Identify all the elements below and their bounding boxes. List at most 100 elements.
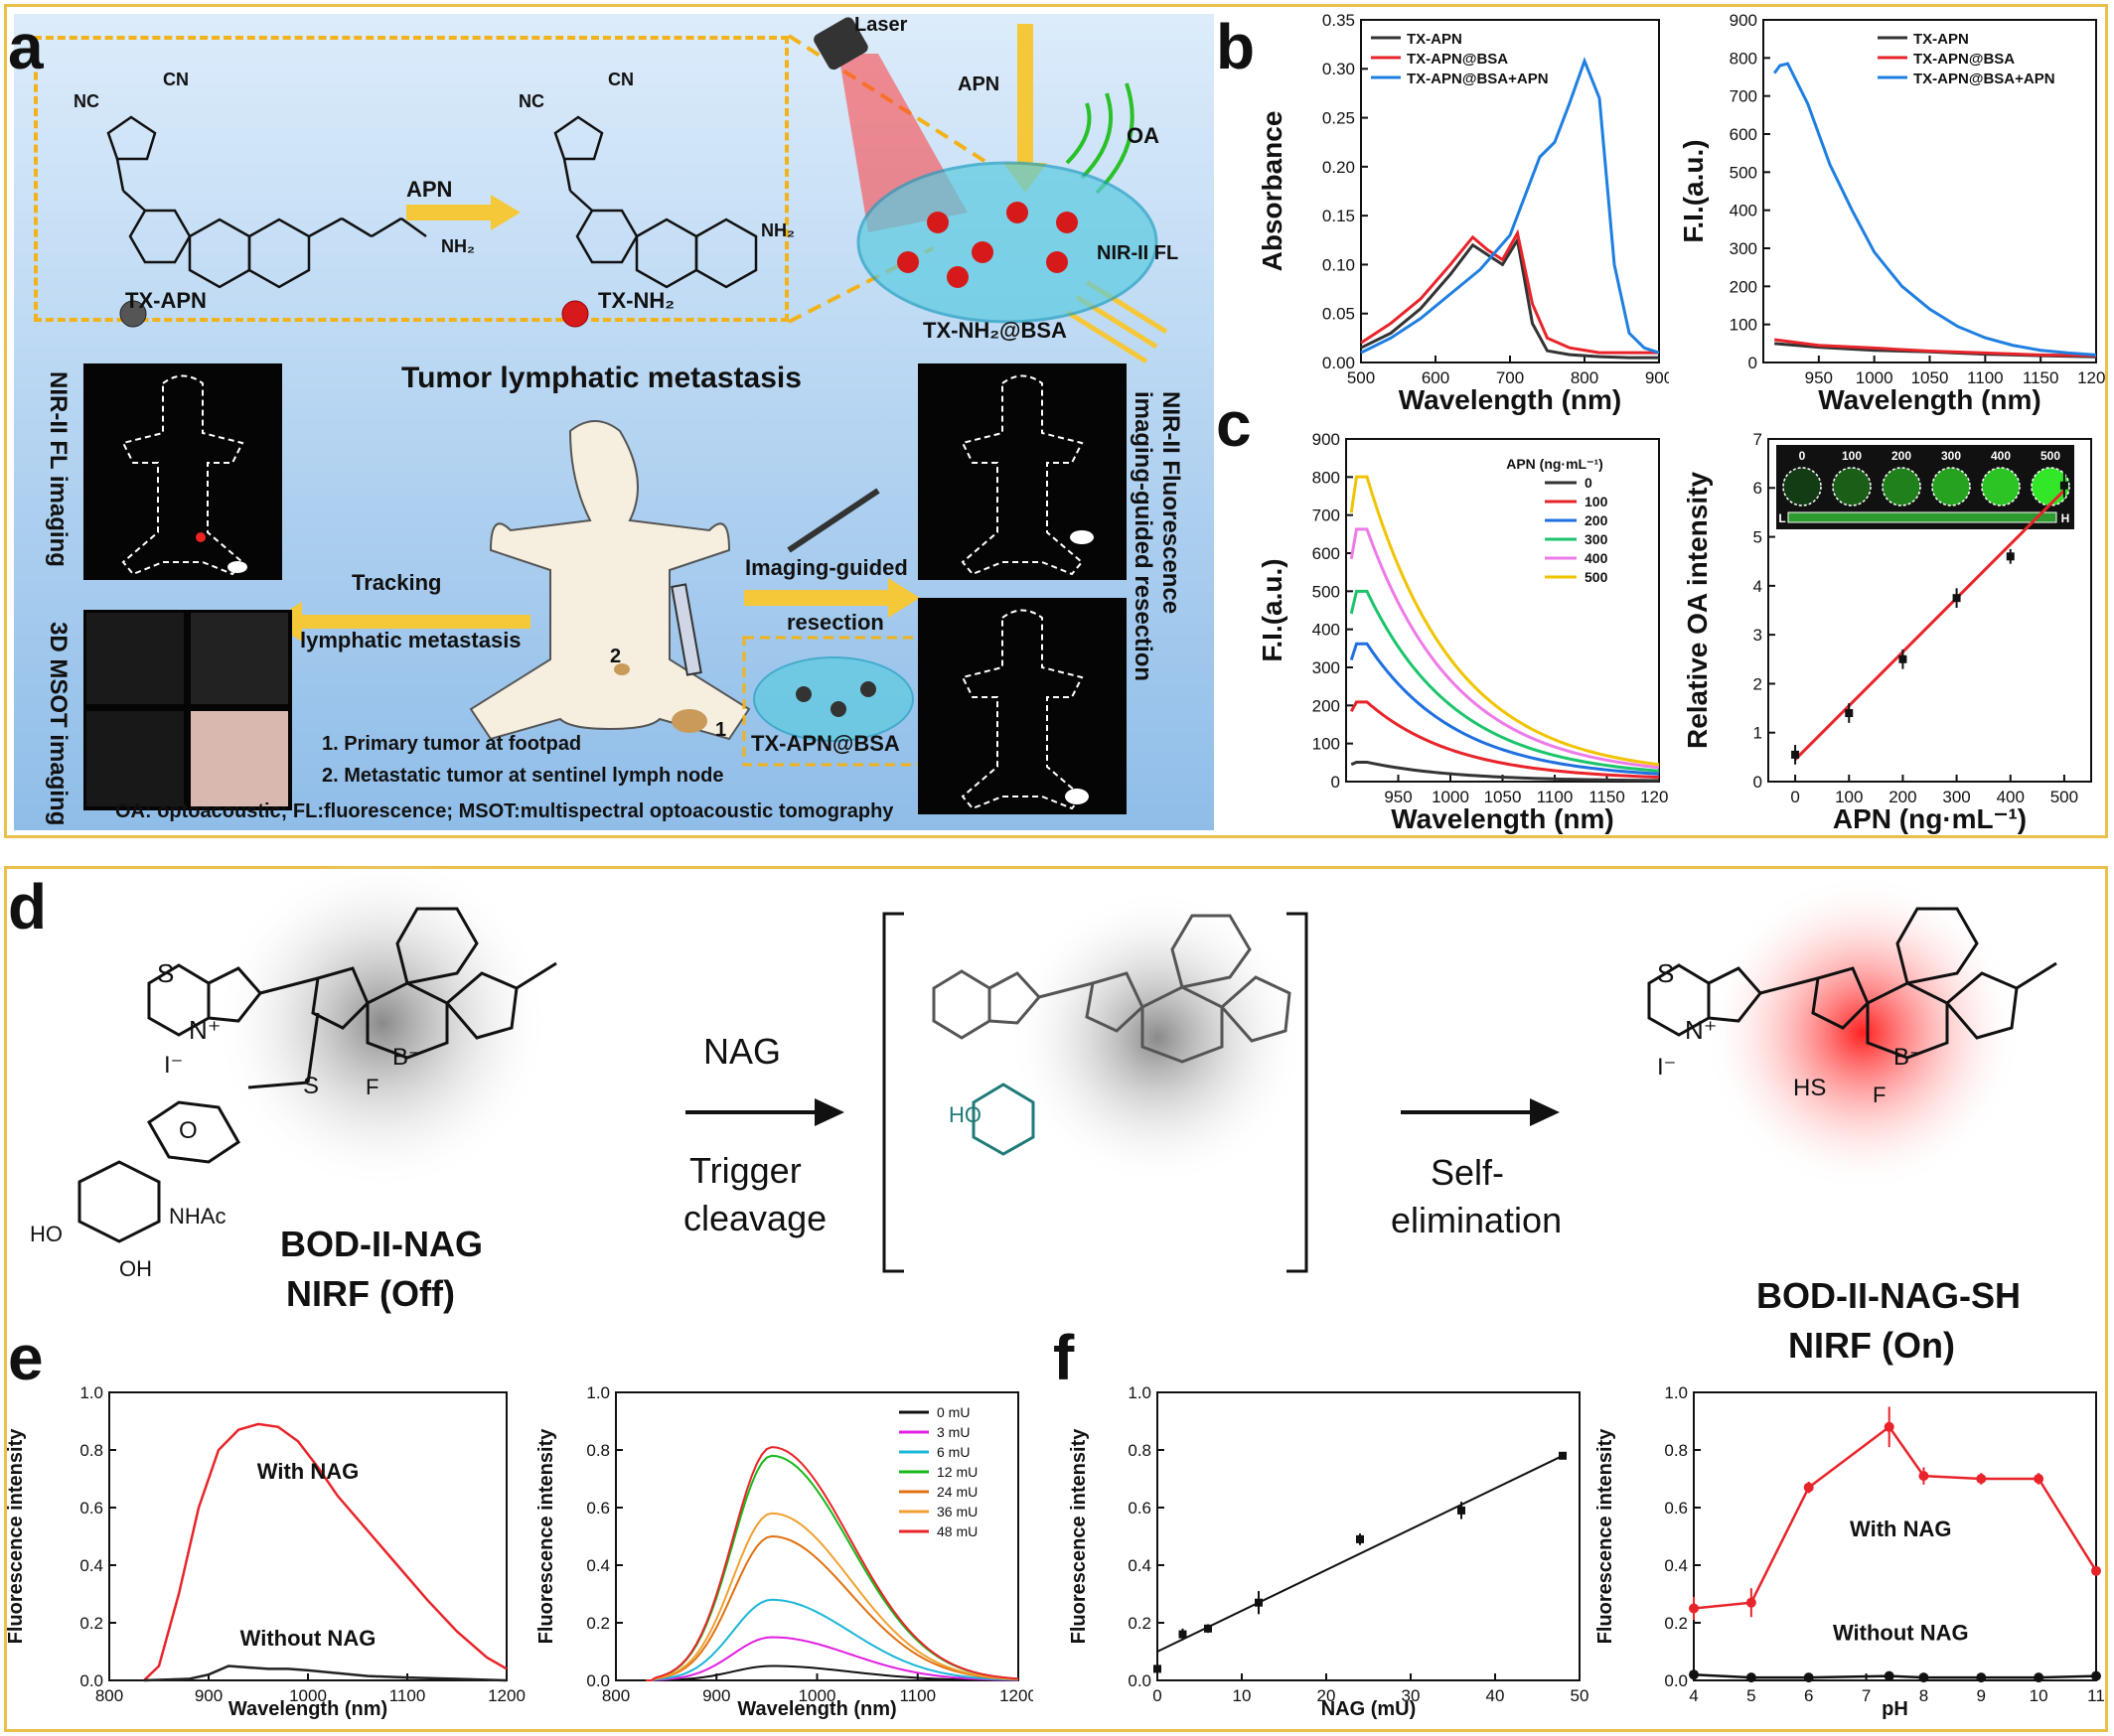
data-point [2034,1474,2044,1484]
y-tick-label: 500 [1730,163,1757,182]
x-tick-label: 1000 [1432,788,1469,806]
y-axis-label: Absorbance [1257,111,1287,272]
plot-frame [1345,438,1660,783]
series-line [1349,589,1660,773]
label-nag-arrow: NAG [703,1031,782,1072]
y-tick-label: 6 [1753,479,1762,498]
atom-i-3: I⁻ [1657,1054,1677,1081]
msot-tile-photo [191,711,288,806]
series-line [1349,475,1660,767]
legend-label: TX-APN@BSA+APN [1913,71,2055,87]
x-tick-label: 500 [2050,788,2078,806]
series-line [1693,1672,2097,1679]
x-tick-label: 950 [1384,788,1412,806]
label-laser: Laser [854,14,908,36]
y-tick-label: 400 [1312,621,1340,640]
chem-nc-2: NC [519,91,544,111]
series-line [143,1422,508,1681]
x-tick-label: 7 [1862,1686,1871,1705]
y-tick-label: 0.10 [1322,255,1355,274]
inset-label: 200 [1891,449,1911,463]
x-axis-label: Wavelength (nm) [228,1698,387,1720]
msot-tile-3 [86,711,184,806]
x-tick-label: 1150 [2023,368,2059,387]
x-tick-label: 600 [1422,368,1449,387]
data-point [1204,1624,1212,1633]
resection-image-1 [918,363,1127,580]
legend-label: 48 mU [937,1523,978,1539]
panel-letter-e: e [8,1322,44,1393]
y-tick-label: 900 [1730,11,1757,30]
atom-f-3: F [1873,1083,1887,1107]
x-axis-label: Wavelength (nm) [1391,803,1614,834]
label-msot-imaging: 3D MSOT imaging [45,622,72,826]
y-tick-label: 1.0 [586,1383,610,1402]
x-tick-label: 1100 [1537,788,1574,806]
nag-linear-chart: 0 10 20 30 40 50 0.0 0.2 0.4 0.6 0.8 1.0 NAG (mU) Flu… [1068,1383,1588,1720]
y-tick-label: 0.8 [79,1441,103,1460]
x-tick-label: 1100 [899,1686,936,1705]
data-point [1178,1630,1187,1639]
title-tumor-metastasis: Tumor lymphatic metastasis [401,362,802,394]
x-tick-label: 20 [1317,1686,1336,1705]
panel-letter-f: f [1053,1322,1075,1393]
atom-oh: OH [119,1256,152,1281]
panel-letter-a: a [8,11,44,82]
y-tick-label: 0.05 [1322,305,1355,324]
legend-label: TX-APN@BSA [1407,51,1508,68]
y-axis-label: Fluorescence intensity [536,1428,557,1645]
y-tick-label: 1 [1753,724,1762,743]
x-tick-label: 1100 [1967,368,2004,387]
y-tick-label: 0.6 [586,1499,610,1518]
y-tick-label: 900 [1312,430,1340,449]
y-tick-label: 0 [1331,773,1340,792]
label-trigger: Trigger [689,1150,802,1191]
y-tick-label: 0.4 [1664,1556,1688,1575]
x-tick-label: 8 [1919,1686,1928,1705]
x-tick-label: 1100 [389,1686,426,1705]
legend-label: 100 [1585,494,1608,509]
y-tick-label: 0.4 [1128,1556,1151,1575]
legend-label: 200 [1585,512,1608,528]
data-point [1976,1474,1987,1484]
y-tick-label: 0.25 [1322,109,1355,128]
molecule-dashed-box [34,36,789,322]
inset-label: 100 [1842,449,1862,463]
series-line [646,1534,1019,1681]
y-tick-label: 600 [1312,544,1340,563]
x-tick-label: 800 [1571,368,1598,387]
chem-cn-2: CN [608,70,634,89]
x-tick-label: 900 [195,1686,223,1705]
data-point [2091,1565,2101,1576]
y-tick-label: 200 [1312,696,1340,715]
x-tick-label: 0 [1790,788,1799,806]
data-point [1559,1451,1567,1460]
y-tick-label: 200 [1730,277,1757,296]
x-axis-label: APN (ng·mL⁻¹) [1833,803,2027,834]
data-point [1918,1672,1929,1683]
legend-label: 400 [1585,550,1608,566]
data-point [1845,709,1854,717]
x-tick-label: 500 [1347,368,1375,387]
y-tick-label: 0.6 [1128,1499,1151,1518]
inset-scale-low: L [1778,511,1785,525]
note-metastatic-tumor: 2. Metastatic tumor at sentinel lymph no… [322,765,724,787]
x-tick-label: 900 [1645,368,1669,387]
data-point [1255,1598,1263,1607]
series-line [1349,642,1660,776]
label-tx-nh2: TX-NH₂ [598,288,675,313]
nag-dose-spectra-chart: 800 900 1000 1100 1200 0.0 0.2 0.4 0.6 0.8 1.0 Wave… [536,1383,1033,1720]
legend-label: 0 mU [937,1404,970,1420]
data-point [1689,1603,1699,1614]
label-oa: OA [1127,123,1159,148]
data-point [2091,1670,2101,1681]
data-point [1689,1669,1699,1680]
data-point [1803,1482,1814,1493]
x-tick-label: 800 [95,1686,123,1705]
y-tick-label: 1.0 [79,1383,103,1402]
y-axis-label: F.I.(a.u.) [1679,139,1709,242]
msot-tile-2 [191,613,288,704]
msot-tile-1 [86,613,184,704]
x-tick-label: 0 [1152,1686,1161,1705]
x-axis-label: NAG (mU) [1321,1698,1417,1720]
